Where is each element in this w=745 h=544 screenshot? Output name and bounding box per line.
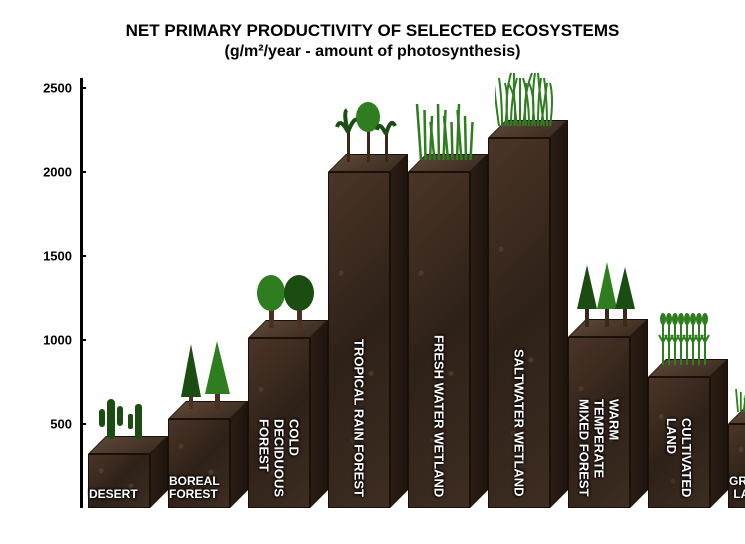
bar-face: FRESH WATER WETLAND	[408, 172, 470, 508]
y-axis-line	[80, 78, 83, 508]
bar-boreal-forest: BOREAL FOREST	[168, 401, 248, 508]
bar-face: COLD DECIDUOUS FOREST	[248, 338, 310, 508]
title-line-2: (g/m²/year - amount of photosynthesis)	[0, 42, 745, 63]
bar-desert: DESERT	[88, 436, 168, 508]
bar-face: BOREAL FOREST	[168, 419, 230, 508]
bar-label: GRASS- LAND	[729, 475, 745, 501]
bar-label: FRESH WATER WETLAND	[432, 335, 447, 497]
bar-tropical-rain-forest: TROPICAL RAIN FOREST	[328, 154, 408, 508]
bar-label: DESERT	[89, 488, 131, 501]
bar-grass-land: GRASS- LAND	[728, 406, 745, 508]
bar-label: SALTWATER WETLAND	[512, 349, 527, 497]
y-tick-label: 500	[50, 417, 72, 432]
bar-label: TROPICAL RAIN FOREST	[352, 339, 367, 497]
bar-saltwater-wetland: SALTWATER WETLAND	[488, 120, 568, 508]
y-tick-label: 2000	[43, 165, 72, 180]
bar-side	[470, 154, 488, 508]
bar-face: SALTWATER WETLAND	[488, 138, 550, 508]
bar-face: CULTIVATED LAND	[648, 377, 710, 508]
bar-face: DESERT	[88, 454, 150, 508]
bar-top	[728, 406, 745, 424]
bar-label: WARM TEMPERATE MIXED FOREST	[577, 399, 622, 497]
y-tick-label: 1500	[43, 249, 72, 264]
bar-side	[630, 319, 648, 508]
y-axis: 5001000150020002500	[40, 88, 80, 508]
chart-plot-area: 5001000150020002500 DESERT BOREAL FOREST…	[40, 88, 740, 508]
bar-cultivated-land: CULTIVATED LAND	[648, 359, 728, 508]
bar-face: GRASS- LAND	[728, 424, 745, 508]
y-tick-label: 2500	[43, 81, 72, 96]
bars-container: DESERT BOREAL FOREST COLD DECIDUOUS FORE…	[88, 88, 740, 508]
bar-face: WARM TEMPERATE MIXED FOREST	[568, 337, 630, 508]
bar-warm-temperate-mixed-forest: WARM TEMPERATE MIXED FOREST	[568, 319, 648, 508]
bar-side	[230, 401, 248, 508]
bar-label: COLD DECIDUOUS FOREST	[257, 419, 302, 497]
bar-fresh-water-wetland: FRESH WATER WETLAND	[408, 154, 488, 508]
bar-side	[390, 154, 408, 508]
title-line-1: NET PRIMARY PRODUCTIVITY OF SELECTED ECO…	[0, 20, 745, 42]
bar-side	[550, 120, 568, 508]
bar-cold-deciduous-forest: COLD DECIDUOUS FOREST	[248, 320, 328, 508]
chart-title: NET PRIMARY PRODUCTIVITY OF SELECTED ECO…	[0, 0, 745, 63]
bar-face: TROPICAL RAIN FOREST	[328, 172, 390, 508]
y-tick-label: 1000	[43, 333, 72, 348]
bar-label: CULTIVATED LAND	[664, 418, 694, 497]
bar-label: BOREAL FOREST	[169, 475, 211, 501]
bar-side	[310, 320, 328, 508]
bar-side	[710, 359, 728, 508]
